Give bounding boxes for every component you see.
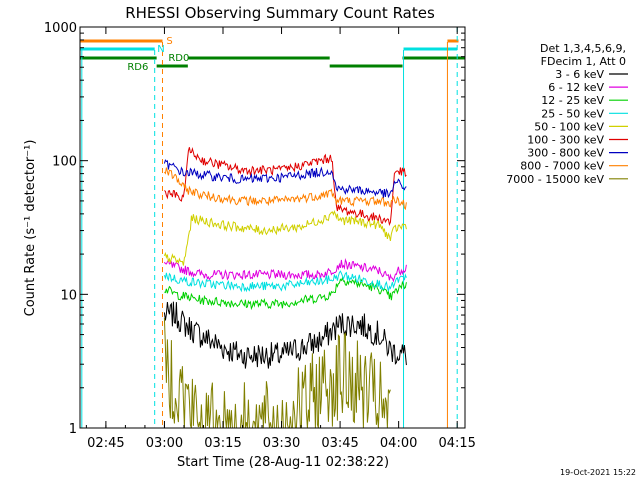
chart-title: RHESSI Observing Summary Count Rates	[125, 4, 435, 22]
series-line	[164, 147, 407, 227]
legend-label: 100 - 300 keV	[527, 134, 604, 147]
y-axis-label: Count Rate (s⁻¹ detector⁻¹)	[23, 140, 38, 317]
plot-frame	[79, 26, 466, 429]
x-tick-label: 04:00	[380, 436, 417, 451]
x-tick-label: 03:15	[204, 436, 241, 451]
series-line	[163, 167, 407, 211]
x-tick-label: 03:30	[263, 436, 300, 451]
x-tick-label: 04:15	[438, 436, 475, 451]
legend-label: 50 - 100 keV	[534, 120, 604, 133]
y-tick-label: 1	[69, 422, 77, 437]
series-layer	[163, 147, 407, 429]
series-line	[163, 270, 407, 293]
legend-label: 300 - 800 keV	[527, 147, 604, 160]
x-tick-label: 03:45	[321, 436, 358, 451]
legend-label: 7000 - 15000 keV	[506, 173, 604, 186]
flag-label: RD6	[127, 62, 148, 73]
x-tick-label: 03:00	[146, 436, 183, 451]
flag-label: S	[166, 36, 172, 47]
series-line	[163, 317, 391, 429]
x-axis-label: Start Time (28-Aug-11 02:38:22)	[177, 455, 389, 470]
series-line	[164, 276, 407, 311]
flag-label: N	[157, 44, 164, 55]
legend-label: 800 - 7000 keV	[520, 160, 604, 173]
plot-timestamp: 19-Oct-2021 15:22	[560, 468, 636, 477]
axes-layer: 02:45 03:00 03:15 03:30 03:45 04:00 04:15 1 10 10…	[44, 21, 476, 451]
flag-label: RD0	[168, 53, 189, 64]
y-tick-label: 10	[60, 288, 77, 303]
y-tick-label: 100	[52, 155, 77, 170]
series-line	[163, 301, 407, 369]
series-line	[163, 159, 407, 199]
y-tick-label: 1000	[44, 21, 77, 36]
series-line	[163, 257, 407, 283]
legend-label: 6 - 12 keV	[548, 81, 604, 94]
legend-header: FDecim 1, Att 0	[541, 55, 626, 68]
legend-label: 25 - 50 keV	[541, 107, 604, 120]
legend-label: 3 - 6 keV	[555, 68, 604, 81]
series-line	[163, 210, 407, 266]
flag-lines-layer: SN RD6 RD0	[81, 27, 458, 428]
x-tick-label: 02:45	[87, 436, 124, 451]
legend-label: 12 - 25 keV	[541, 94, 604, 107]
flag-bars-layer	[80, 39, 465, 68]
legend: Det 1,3,4,5,6,9,FDecim 1, Att 03 - 6 keV…	[506, 42, 628, 186]
legend-header: Det 1,3,4,5,6,9,	[540, 42, 626, 55]
